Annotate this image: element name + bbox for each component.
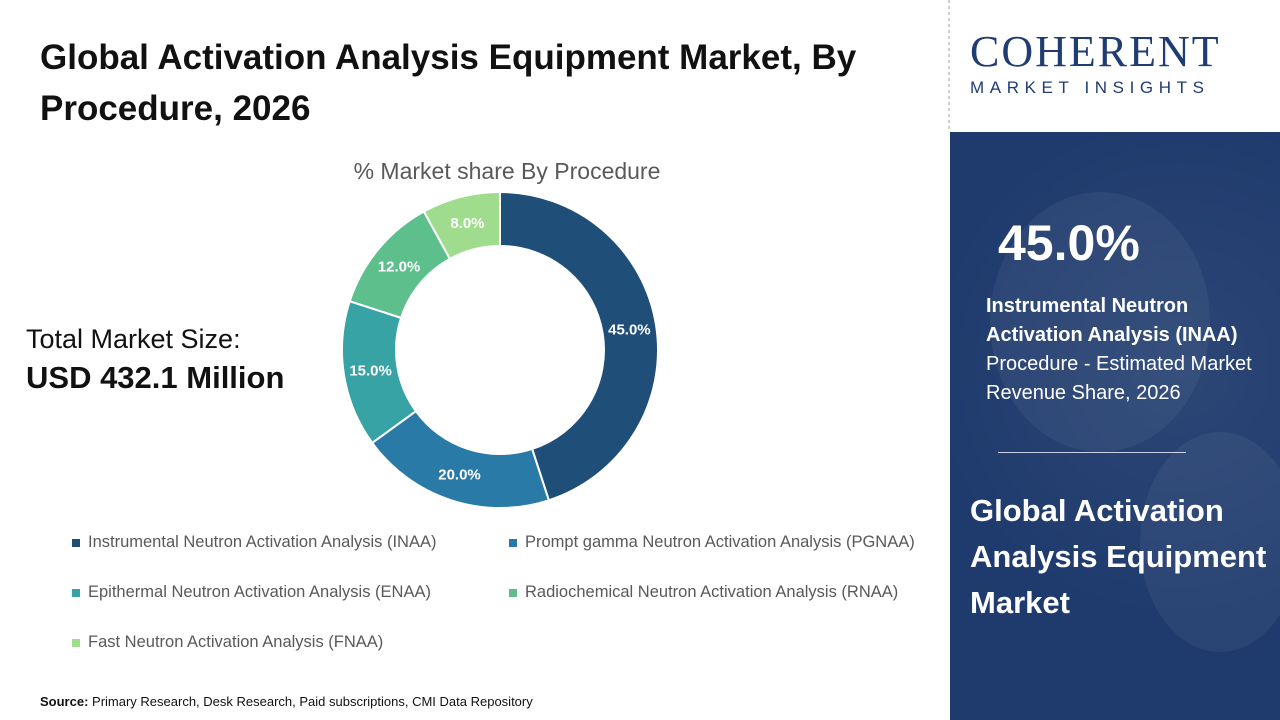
donut-slice [422, 190, 501, 261]
chart-area: Global Activation Analysis Equipment Mar… [26, 38, 915, 709]
donut-slice [499, 190, 659, 502]
logo-area [950, 0, 1280, 132]
donut-slice [370, 409, 551, 509]
legend-item: Radiochemical Neutron Activation Analysi… [509, 583, 898, 602]
logo-tagline: MARKET INSIGHTS [970, 78, 1210, 97]
source-label: Source: [40, 694, 89, 709]
highlight-value: 45.0% [998, 215, 1140, 271]
slice-data-label: 8.0% [450, 215, 484, 232]
logo-wordmark: COHERENT [970, 27, 1221, 76]
legend-label: Prompt gamma Neutron Activation Analysis… [525, 533, 915, 551]
legend-label: Fast Neutron Activation Analysis (FNAA) [88, 633, 384, 651]
donut-chart: 45.0% 20.0% 15.0% 12.0% 8.0% [341, 190, 659, 509]
slice-data-label: 15.0% [349, 362, 392, 379]
page-title: Global Activation Analysis Equipment Mar… [40, 38, 857, 128]
legend-label: Instrumental Neutron Activation Analysis… [88, 533, 437, 551]
chart-title: % Market share By Procedure [353, 158, 661, 184]
highlight-segment: Instrumental Neutron Activation Analysis… [986, 295, 1238, 346]
source-text: Primary Research, Desk Research, Paid su… [92, 694, 533, 709]
panel-title: Global Activation Analysis Equipment Mar… [970, 493, 1267, 620]
legend-swatch [509, 538, 517, 547]
highlight-text: Procedure - Estimated Market Revenue Sha… [986, 353, 1252, 404]
map-background [990, 192, 1210, 452]
legend-swatch [72, 588, 80, 597]
legend-item: Instrumental Neutron Activation Analysis… [72, 533, 436, 552]
legend-swatch [509, 588, 517, 597]
legend-label: Radiochemical Neutron Activation Analysi… [525, 583, 899, 601]
legend-label: Epithermal Neutron Activation Analysis (… [88, 583, 431, 601]
slice-data-label: 20.0% [438, 467, 481, 484]
map-background-2 [1140, 432, 1280, 652]
slice-data-label: 12.0% [378, 258, 421, 275]
legend-item: Prompt gamma Neutron Activation Analysis… [509, 533, 915, 552]
legend-swatch [72, 538, 80, 547]
panel-divider [998, 452, 1186, 453]
highlight-description: Instrumental Neutron Activation Analysis… [986, 292, 1266, 408]
legend-item: Fast Neutron Activation Analysis (FNAA) [72, 633, 383, 652]
total-market-label: Total Market Size: [26, 324, 241, 354]
legend-swatch [72, 638, 80, 647]
source-note: Source: Primary Research, Desk Research,… [40, 694, 533, 709]
highlight-panel [950, 132, 1280, 720]
divider [948, 0, 950, 132]
total-market-value: USD 432.1 Million [26, 360, 285, 395]
legend-item: Epithermal Neutron Activation Analysis (… [72, 583, 431, 602]
slice-data-label: 45.0% [608, 322, 651, 339]
